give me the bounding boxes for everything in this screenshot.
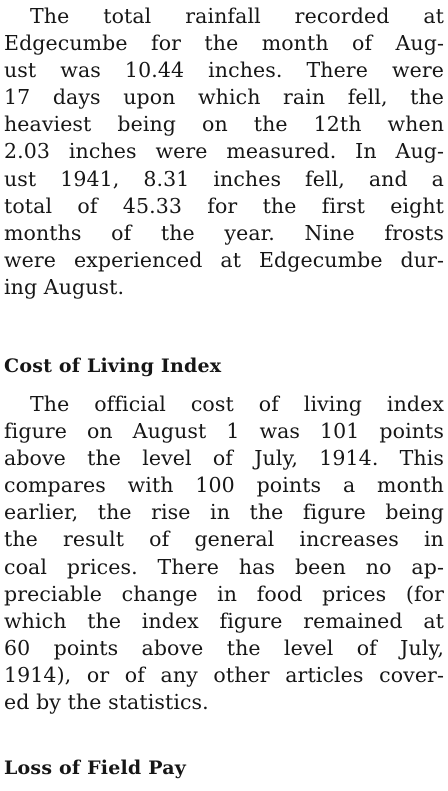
text-line: coal prices. There has been no ap- [4, 554, 444, 579]
section-heading-loss-of-field-pay: Loss of Field Pay [4, 757, 186, 779]
text-line: figure on August 1 was 101 points [4, 419, 444, 444]
text-line: ust was 10.44 inches. There were [4, 58, 444, 83]
text-line: 1914), or of any other articles cover- [4, 662, 444, 687]
text-line: 60 points above the level of July, [4, 635, 444, 660]
text-line: were experienced at Edgecumbe dur- [4, 247, 444, 272]
text-line: Edgecumbe for the month of Aug- [4, 31, 444, 56]
text-line: The official cost of living index [30, 392, 444, 416]
text-line: earlier, the rise in the figure being [4, 500, 444, 525]
section-heading-cost-of-living: Cost of Living Index [4, 355, 222, 377]
text-line: the result of general increases in [4, 527, 444, 552]
rainfall-paragraph: The total rainfall recorded at Edgecumbe… [4, 3, 444, 301]
text-line: above the level of July, 1914. This [4, 446, 444, 471]
text-line: months of the year. Nine frosts [4, 220, 444, 245]
text-line: compares with 100 points a month [4, 473, 444, 498]
text-line: 17 days upon which rain fell, the [4, 85, 444, 110]
text-line: ed by the statistics. [4, 690, 209, 715]
cost-of-living-paragraph: The official cost of living index figure… [4, 391, 444, 716]
text-line: preciable change in food prices (for [4, 581, 444, 606]
text-line: ing August. [4, 274, 125, 299]
text-line: ust 1941, 8.31 inches fell, and a [4, 166, 444, 191]
text-line: which the index figure remained at [4, 608, 444, 633]
text-line: The total rainfall recorded at [30, 4, 444, 28]
text-line: total of 45.33 for the first eight [4, 193, 444, 218]
text-line: 2.03 inches were measured. In Aug- [4, 139, 444, 164]
text-line: heaviest being on the 12th when [4, 112, 444, 137]
